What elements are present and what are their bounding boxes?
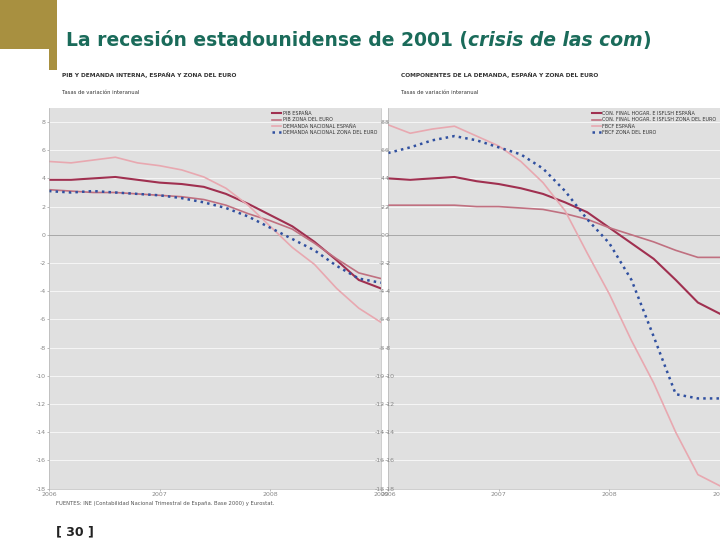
FancyBboxPatch shape [49, 0, 57, 70]
FancyBboxPatch shape [0, 0, 49, 49]
Text: COMPONENTES DE LA DEMANDA, ESPAÑA Y ZONA DEL EURO: COMPONENTES DE LA DEMANDA, ESPAÑA Y ZONA… [401, 72, 598, 78]
Text: Macroeconomía: Macroeconomía [18, 222, 31, 340]
Text: FUENTES: INE (Contabilidad Nacional Trimestral de España. Base 2000) y Eurostat.: FUENTES: INE (Contabilidad Nacional Trim… [56, 501, 274, 506]
Legend: PIB ESPAÑA, PIB ZONA DEL EURO, DEMANDA NACIONAL ESPAÑA, DEMANDA NACIONAL ZONA DE: PIB ESPAÑA, PIB ZONA DEL EURO, DEMANDA N… [271, 110, 379, 136]
Text: La recesión estadounidense de 2001 (: La recesión estadounidense de 2001 ( [66, 31, 468, 50]
Text: Tasas de variación interanual: Tasas de variación interanual [62, 90, 140, 96]
Text: crisis de las com: crisis de las com [468, 31, 642, 50]
Text: [ 30 ]: [ 30 ] [56, 525, 94, 538]
Legend: CON. FINAL HOGAR. E ISFLSH ESPAÑA, CON. FINAL HOGAR. E ISFLSH ZONA DEL EURO, FBC: CON. FINAL HOGAR. E ISFLSH ESPAÑA, CON. … [591, 110, 718, 136]
Text: Tasas de variación interanual: Tasas de variación interanual [401, 90, 479, 96]
Text: ): ) [642, 31, 651, 50]
Text: PIB Y DEMANDA INTERNA, ESPAÑA Y ZONA DEL EURO: PIB Y DEMANDA INTERNA, ESPAÑA Y ZONA DEL… [62, 72, 237, 78]
